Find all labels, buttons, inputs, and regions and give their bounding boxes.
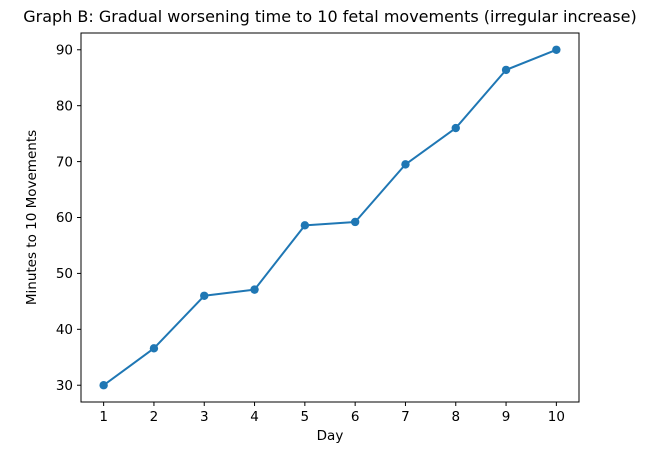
x-tick-label: 7 xyxy=(401,409,410,425)
y-tick-label: 30 xyxy=(56,378,73,394)
y-tick-label: 80 xyxy=(56,98,73,114)
data-point-marker xyxy=(552,45,561,54)
data-point-marker xyxy=(501,65,511,75)
data-point-marker xyxy=(200,291,209,300)
plot-area xyxy=(99,45,561,390)
data-point-marker xyxy=(451,123,460,133)
x-tick-label: 8 xyxy=(451,409,460,425)
x-tick-label: 4 xyxy=(250,409,259,425)
x-axis-label: Day xyxy=(317,428,344,444)
data-point-marker xyxy=(99,381,108,390)
y-tick-label: 50 xyxy=(56,266,73,282)
x-tick-label: 2 xyxy=(150,409,159,425)
x-tick-label: 5 xyxy=(301,409,310,425)
data-point-marker xyxy=(300,221,310,230)
data-point-marker xyxy=(350,217,360,227)
y-tick-label: 90 xyxy=(56,42,73,58)
x-tick-label: 10 xyxy=(548,409,565,425)
y-tick-label: 40 xyxy=(56,322,73,338)
data-point-marker xyxy=(250,285,259,294)
x-tick-label: 6 xyxy=(351,409,360,425)
y-axis-label: Minutes to 10 Movements xyxy=(24,130,40,305)
data-point-marker xyxy=(149,344,159,353)
data-line xyxy=(102,48,558,387)
y-axis-ticks: 30 40 50 60 70 80 90 xyxy=(56,42,81,394)
y-tick-label: 70 xyxy=(56,154,73,170)
chart-title: Graph B: Gradual worsening time to 10 fe… xyxy=(23,7,636,26)
y-tick-label: 60 xyxy=(56,210,73,226)
data-point-marker xyxy=(401,160,410,169)
x-axis-ticks: 1 2 3 4 5 6 7 8 9 10 xyxy=(99,402,565,425)
x-tick-label: 9 xyxy=(502,409,511,425)
x-tick-label: 1 xyxy=(99,409,108,425)
x-tick-label: 3 xyxy=(200,409,209,425)
